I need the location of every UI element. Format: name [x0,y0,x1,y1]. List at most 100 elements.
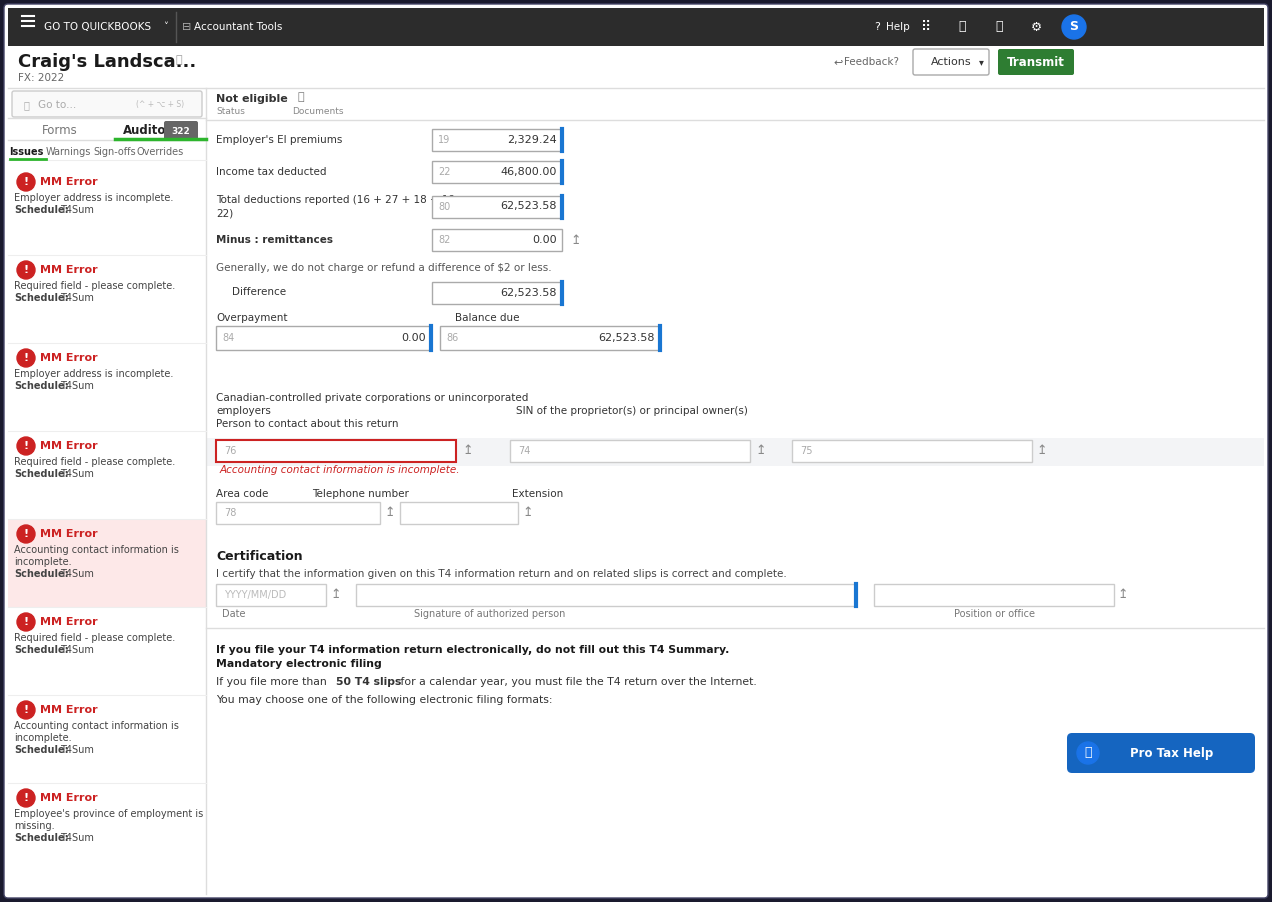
Text: Sign-offs: Sign-offs [94,147,136,157]
Circle shape [17,613,36,631]
Text: T4Sum: T4Sum [60,569,94,579]
Text: 22): 22) [216,208,233,218]
Text: FX: 2022: FX: 2022 [18,73,65,83]
FancyBboxPatch shape [913,49,990,75]
Bar [432,282,562,304]
Text: Difference: Difference [232,287,286,297]
Text: !: ! [23,265,28,275]
Text: I certify that the information given on this T4 information return and on relate: I certify that the information given on … [216,569,787,579]
Text: Canadian-controlled private corporations or unincorporated: Canadian-controlled private corporations… [216,393,528,403]
Text: ↥: ↥ [756,445,766,457]
Text: Total deductions reported (16 + 27 + 18 + 19 +: Total deductions reported (16 + 27 + 18 … [216,195,467,205]
Circle shape [17,349,36,367]
Bar [510,440,750,462]
Text: Required field - please complete.: Required field - please complete. [14,633,176,643]
Text: Employer address is incomplete.: Employer address is incomplete. [14,193,173,203]
Bar [356,584,856,606]
Text: !: ! [23,705,28,715]
Text: ↥: ↥ [384,507,394,520]
Text: Employee's province of employment is: Employee's province of employment is [14,809,204,819]
Text: If you file your T4 information return electronically, do not fill out this T4 S: If you file your T4 information return e… [216,645,729,655]
Text: MM Error: MM Error [39,353,98,363]
Circle shape [1077,742,1099,764]
Text: 46,800.00: 46,800.00 [501,167,557,177]
Text: employers: employers [216,406,271,416]
Text: ↥: ↥ [1117,588,1127,602]
Text: Person to contact about this return: Person to contact about this return [216,419,398,429]
Text: ˅: ˅ [163,22,168,32]
Text: Schedule:: Schedule: [14,205,69,215]
FancyBboxPatch shape [999,49,1074,75]
Text: Not eligible: Not eligible [216,94,287,104]
Text: Schedule:: Schedule: [14,645,69,655]
FancyBboxPatch shape [1067,733,1255,773]
Text: Area code: Area code [216,489,268,499]
Circle shape [17,261,36,279]
Bar [432,229,562,251]
Text: 86: 86 [446,333,458,343]
Text: Accounting contact information is: Accounting contact information is [14,545,179,555]
Text: Schedule:: Schedule: [14,745,69,755]
Text: ▾: ▾ [979,57,983,67]
Bar [432,161,562,183]
Bar [216,584,326,606]
Text: !: ! [23,793,28,803]
Text: !: ! [23,529,28,539]
Text: T4Sum: T4Sum [60,833,94,843]
Text: MM Error: MM Error [39,617,98,627]
Text: ↥: ↥ [1035,445,1047,457]
Text: 78: 78 [224,508,237,518]
Text: MM Error: MM Error [39,529,98,539]
Text: Income tax deducted: Income tax deducted [216,167,327,177]
Circle shape [17,437,36,455]
FancyBboxPatch shape [4,4,1268,898]
Text: 74: 74 [518,446,530,456]
Text: !: ! [23,353,28,363]
Text: ↥: ↥ [570,234,580,246]
Text: Issues: Issues [9,147,43,157]
Text: ↥: ↥ [522,507,533,520]
Text: Extension: Extension [513,489,563,499]
Text: GO TO QUICKBOOKS: GO TO QUICKBOOKS [45,22,151,32]
Text: T4Sum: T4Sum [60,469,94,479]
Circle shape [17,701,36,719]
Text: ↥: ↥ [329,588,341,602]
Bar [216,502,380,524]
Text: Overrides: Overrides [136,147,183,157]
Bar [440,326,660,350]
Text: ⚙: ⚙ [1030,21,1042,33]
Text: 80: 80 [438,201,450,211]
Circle shape [17,789,36,807]
Text: Go to...: Go to... [38,100,76,110]
Bar [206,88,1264,894]
Bar [8,46,1264,88]
Text: MM Error: MM Error [39,441,98,451]
Text: Accounting contact information is incomplete.: Accounting contact information is incomp… [220,465,460,475]
Text: for a calendar year, you must file the T4 return over the Internet.: for a calendar year, you must file the T… [397,677,757,687]
Text: Generally, we do not charge or refund a difference of $2 or less.: Generally, we do not charge or refund a … [216,263,552,273]
Text: MM Error: MM Error [39,793,98,803]
Text: 2,329.24: 2,329.24 [508,135,557,145]
Circle shape [17,525,36,543]
Text: 75: 75 [800,446,813,456]
Bar [8,519,206,607]
Text: !: ! [23,441,28,451]
Text: T4Sum: T4Sum [60,293,94,303]
Text: You may choose one of the following electronic filing formats:: You may choose one of the following elec… [216,695,552,705]
Text: Accounting contact information is: Accounting contact information is [14,721,179,731]
Text: Schedule:: Schedule: [14,381,69,391]
Text: Position or office: Position or office [954,609,1034,619]
Text: 19: 19 [438,135,450,145]
Circle shape [1062,15,1086,39]
Text: Transmit: Transmit [1007,56,1065,69]
Text: ?: ? [874,22,880,32]
Text: 🔔: 🔔 [995,21,1002,33]
Text: T4Sum: T4Sum [60,205,94,215]
Text: incomplete.: incomplete. [14,733,71,743]
Text: Mandatory electronic filing: Mandatory electronic filing [216,659,382,669]
Bar [216,326,431,350]
Text: missing.: missing. [14,821,55,831]
Text: Employer address is incomplete.: Employer address is incomplete. [14,369,173,379]
Text: If you file more than: If you file more than [216,677,331,687]
Text: 84: 84 [223,333,234,343]
